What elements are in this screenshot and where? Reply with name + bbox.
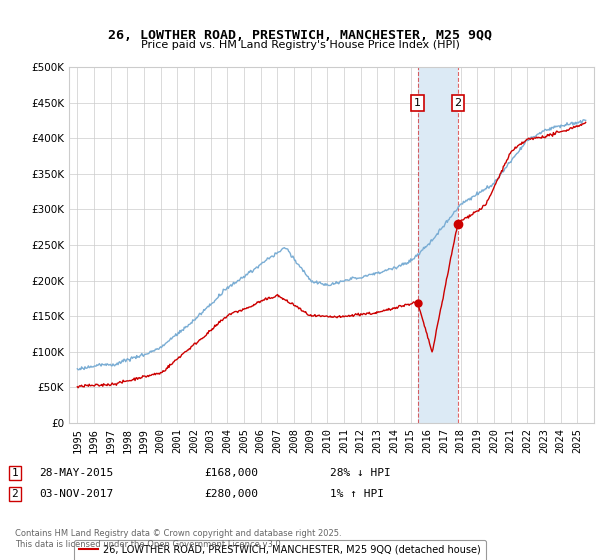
Text: 1% ↑ HPI: 1% ↑ HPI	[330, 489, 384, 499]
Text: 28-MAY-2015: 28-MAY-2015	[39, 468, 113, 478]
Text: 03-NOV-2017: 03-NOV-2017	[39, 489, 113, 499]
Legend: 26, LOWTHER ROAD, PRESTWICH, MANCHESTER, M25 9QQ (detached house), HPI: Average : 26, LOWTHER ROAD, PRESTWICH, MANCHESTER,…	[74, 540, 485, 560]
Text: £280,000: £280,000	[204, 489, 258, 499]
Text: 1: 1	[11, 468, 19, 478]
Text: 28% ↓ HPI: 28% ↓ HPI	[330, 468, 391, 478]
Bar	[418, 67, 458, 423]
Text: 2: 2	[11, 489, 19, 499]
Text: Price paid vs. HM Land Registry's House Price Index (HPI): Price paid vs. HM Land Registry's House …	[140, 40, 460, 50]
Text: £168,000: £168,000	[204, 468, 258, 478]
Text: Contains HM Land Registry data © Crown copyright and database right 2025.
This d: Contains HM Land Registry data © Crown c…	[15, 529, 341, 549]
Text: 1: 1	[414, 98, 421, 108]
Text: 2: 2	[454, 98, 461, 108]
Text: 26, LOWTHER ROAD, PRESTWICH, MANCHESTER, M25 9QQ: 26, LOWTHER ROAD, PRESTWICH, MANCHESTER,…	[108, 29, 492, 42]
